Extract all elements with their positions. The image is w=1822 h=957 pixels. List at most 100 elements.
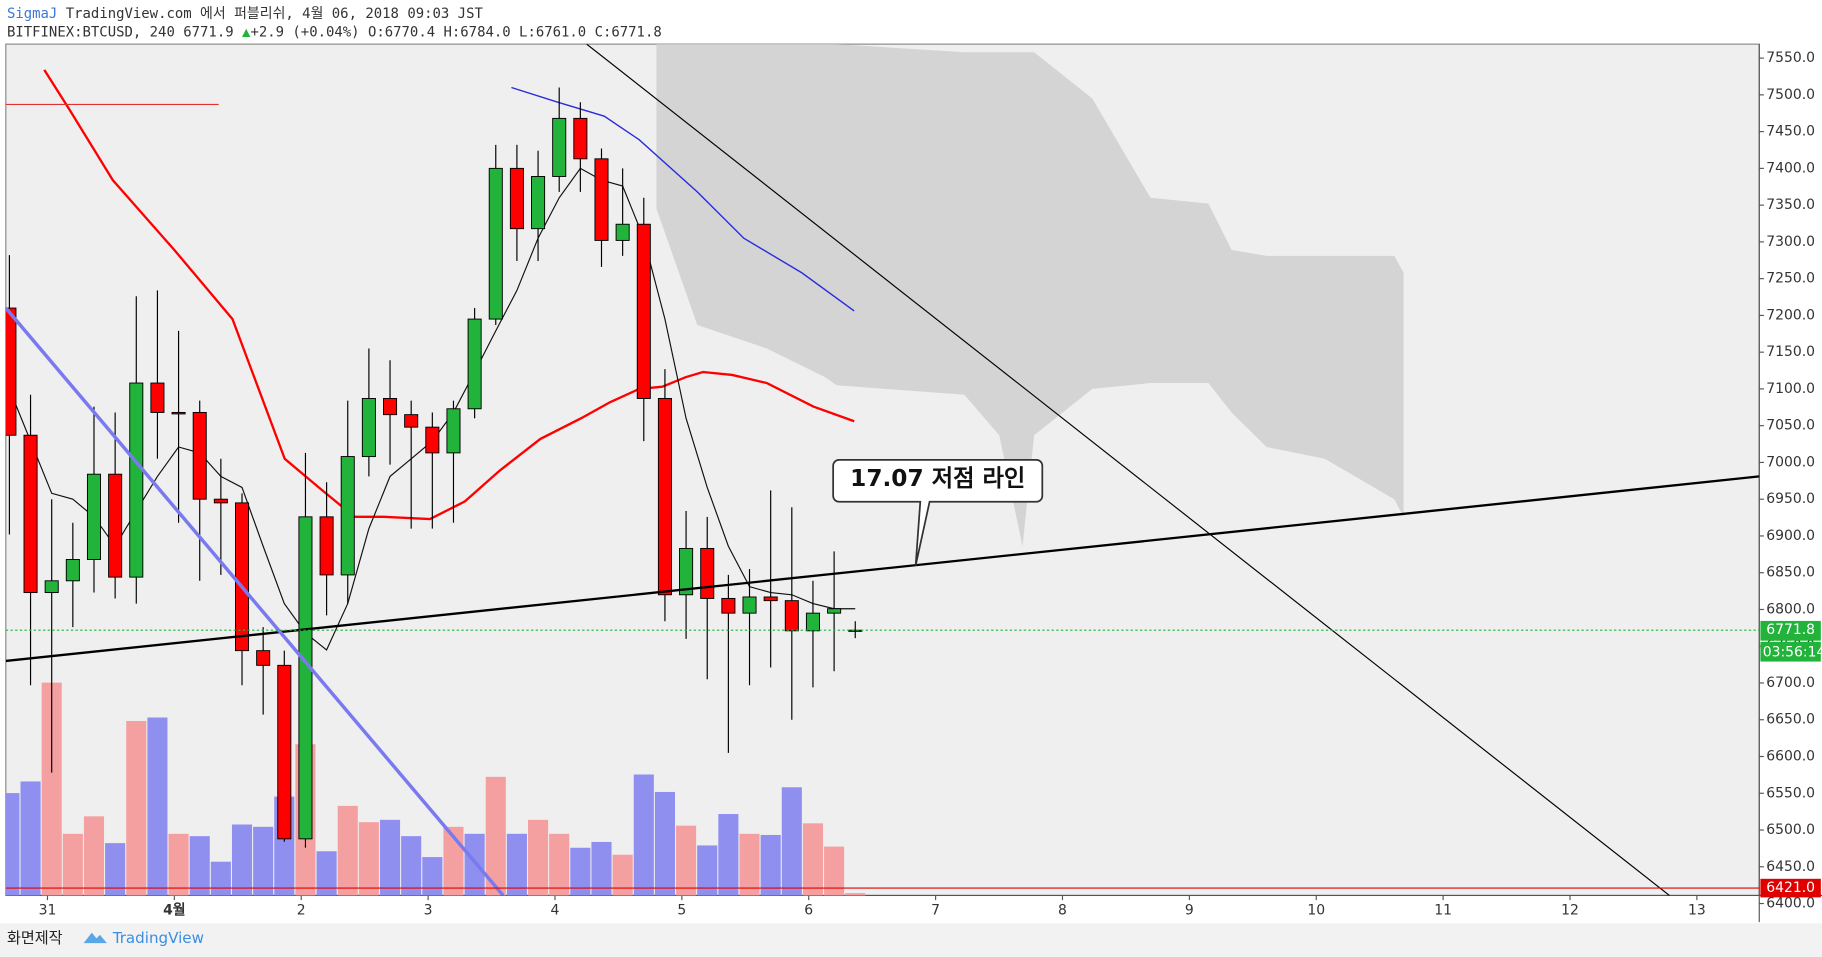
candle-body	[700, 547, 715, 599]
volume-bar	[422, 857, 443, 896]
y-tick-label: 7450.0	[1766, 124, 1815, 140]
volume-bar	[5, 793, 20, 896]
countdown-box	[1760, 641, 1821, 662]
plot	[5, 44, 1760, 896]
ohlc-legend: O:6770.4 H:6784.0 L:6761.0 C:6771.8	[368, 25, 662, 41]
volume-bar	[41, 682, 62, 896]
candle-body	[192, 411, 207, 500]
candle-body	[848, 629, 863, 632]
volume-bar	[379, 819, 401, 896]
x-tick-label: 6	[804, 903, 813, 919]
volume-bar	[760, 834, 781, 896]
candle-body	[5, 307, 17, 436]
candle-body	[150, 382, 165, 413]
trendline	[5, 306, 505, 896]
candle-body	[467, 318, 482, 410]
x-tick-label: 12	[1561, 903, 1579, 919]
y-tick-label: 7050.0	[1766, 418, 1815, 434]
x-tick-label: 7	[931, 903, 940, 919]
x-tick-label: 13	[1688, 903, 1706, 919]
y-tick-label: 6850.0	[1766, 565, 1815, 581]
candle-body	[446, 408, 461, 454]
volume-bar	[697, 845, 718, 896]
candle-body	[340, 456, 355, 576]
volume-bar	[20, 781, 41, 896]
candle-body	[488, 167, 503, 320]
candle-body	[171, 411, 186, 415]
volume-bar	[676, 825, 697, 896]
symbol: BITFINEX:BTCUSD, 240	[7, 25, 175, 41]
x-tick-label: 4월	[163, 902, 186, 919]
y-tick-label: 6700.0	[1766, 675, 1815, 691]
footer: 화면제작	[7, 929, 63, 947]
y-tick-label: 6800.0	[1766, 601, 1815, 617]
candle-body	[319, 516, 334, 576]
volume-bar	[253, 826, 274, 896]
candle-body	[256, 650, 271, 666]
brand-logo	[83, 932, 107, 944]
annotation: 17.07 저점 라인	[832, 459, 1044, 566]
last-price-label: 6771.8	[1766, 622, 1815, 638]
volume-bar	[824, 846, 845, 896]
volume-bar	[231, 824, 253, 896]
volume-bar	[612, 854, 633, 896]
volume-bar	[126, 720, 147, 896]
volume-bar	[570, 847, 591, 896]
y-tick-label: 7200.0	[1766, 307, 1815, 323]
y-tick-label: 7150.0	[1766, 344, 1815, 360]
trendline	[586, 44, 1670, 896]
callout-box	[832, 459, 1044, 566]
candle-body	[594, 158, 609, 241]
candle-body	[827, 608, 842, 614]
last-price-box	[1760, 620, 1821, 641]
candle-body	[657, 398, 672, 596]
volume-bar	[401, 836, 422, 896]
volume-bar	[718, 814, 739, 896]
last: 6771.9	[183, 25, 233, 41]
y-tick-label: 7100.0	[1766, 381, 1815, 397]
candle-body	[383, 398, 398, 416]
y-tick-label: 7300.0	[1766, 234, 1815, 250]
volume-bar	[147, 717, 168, 896]
volume-bar	[528, 819, 549, 896]
author: SigmaJ	[7, 6, 57, 22]
candle-body	[86, 473, 102, 560]
volume-bar	[337, 805, 358, 896]
y-tick-label: 6950.0	[1766, 491, 1815, 507]
title: TradingView.com 에서 퍼블리쉬, 4월 06, 2018 09:…	[66, 6, 484, 22]
volume-bar	[105, 843, 126, 896]
candle-body	[531, 175, 546, 230]
x-tick-label: 31	[39, 903, 57, 919]
volume-bar	[168, 833, 189, 896]
x-tick-label: 5	[677, 903, 686, 919]
y-tick-label: 7350.0	[1766, 197, 1815, 213]
y-tick-label: 6550.0	[1766, 785, 1815, 801]
y-tick-label: 7400.0	[1766, 160, 1815, 176]
candle-body	[298, 516, 313, 840]
footer-bar	[0, 923, 1822, 957]
volume-bar	[62, 833, 83, 896]
volume-bar	[802, 823, 824, 896]
brand: TradingView	[112, 929, 204, 947]
x-tick-label: 2	[297, 903, 306, 919]
volume-bar	[464, 833, 485, 896]
candle-body	[721, 597, 736, 614]
indicator-line	[43, 69, 855, 521]
candle-body	[44, 580, 59, 594]
x-tick-label: 3	[424, 903, 433, 919]
callout-text: 17.07 저점 라인	[850, 465, 1025, 492]
candle-body	[784, 600, 799, 632]
y-tick-label: 6650.0	[1766, 712, 1815, 728]
candle-body	[234, 502, 250, 652]
y-tick-label: 6600.0	[1766, 749, 1815, 765]
y-tick-label: 7550.0	[1766, 50, 1815, 66]
x-tick-label: 9	[1185, 903, 1194, 919]
volume-bar	[83, 816, 105, 896]
y-tick-label: 7000.0	[1766, 454, 1815, 470]
candle-body	[108, 473, 123, 578]
change: +2.9 (+0.04%)	[250, 25, 359, 41]
candle-body	[552, 117, 567, 177]
x-tick-label: 10	[1307, 903, 1325, 919]
candle-body	[679, 547, 694, 596]
